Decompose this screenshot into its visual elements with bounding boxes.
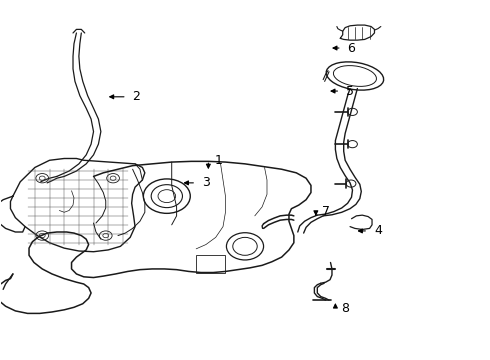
Text: 3: 3 <box>202 176 210 189</box>
Text: 4: 4 <box>374 224 382 238</box>
Text: 7: 7 <box>322 205 330 218</box>
Text: 1: 1 <box>214 154 222 167</box>
Bar <box>196 255 225 273</box>
Text: 6: 6 <box>347 41 355 54</box>
Text: 2: 2 <box>133 90 141 103</box>
Text: 5: 5 <box>346 85 354 98</box>
Text: 8: 8 <box>341 302 349 315</box>
